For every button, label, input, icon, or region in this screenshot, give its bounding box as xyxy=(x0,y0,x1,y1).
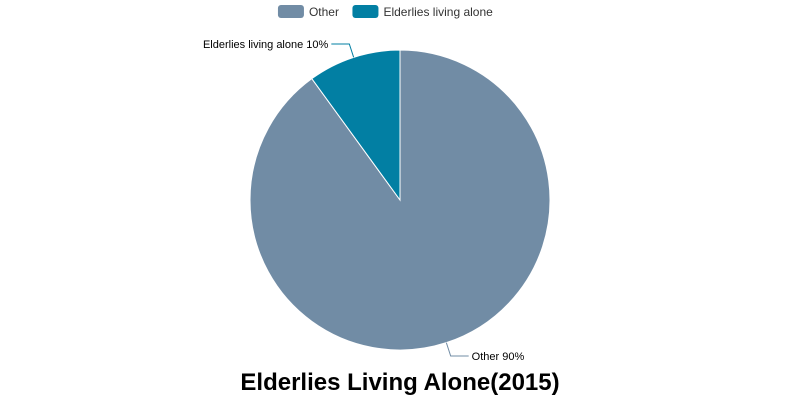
chart-legend: Other Elderlies living alone xyxy=(277,5,493,19)
slice-label-elderlies-living-alone: Elderlies living alone 10% xyxy=(203,39,329,51)
slice-label-other: Other 90% xyxy=(472,351,525,363)
legend-label-other[interactable]: Other xyxy=(309,5,339,19)
legend-swatch-elderlies-living-alone[interactable] xyxy=(352,5,379,18)
legend-label-elderlies-living-alone[interactable]: Elderlies living alone xyxy=(383,5,493,19)
pie-slices xyxy=(249,49,551,351)
leader-line-other xyxy=(445,342,469,357)
chart-title: Elderlies Living Alone(2015) xyxy=(240,369,559,396)
slice-labels: Other 90% Elderlies living alone 10% xyxy=(203,39,525,363)
legend-swatch-other[interactable] xyxy=(277,5,304,18)
leader-line-elderlies-living-alone xyxy=(331,43,355,58)
